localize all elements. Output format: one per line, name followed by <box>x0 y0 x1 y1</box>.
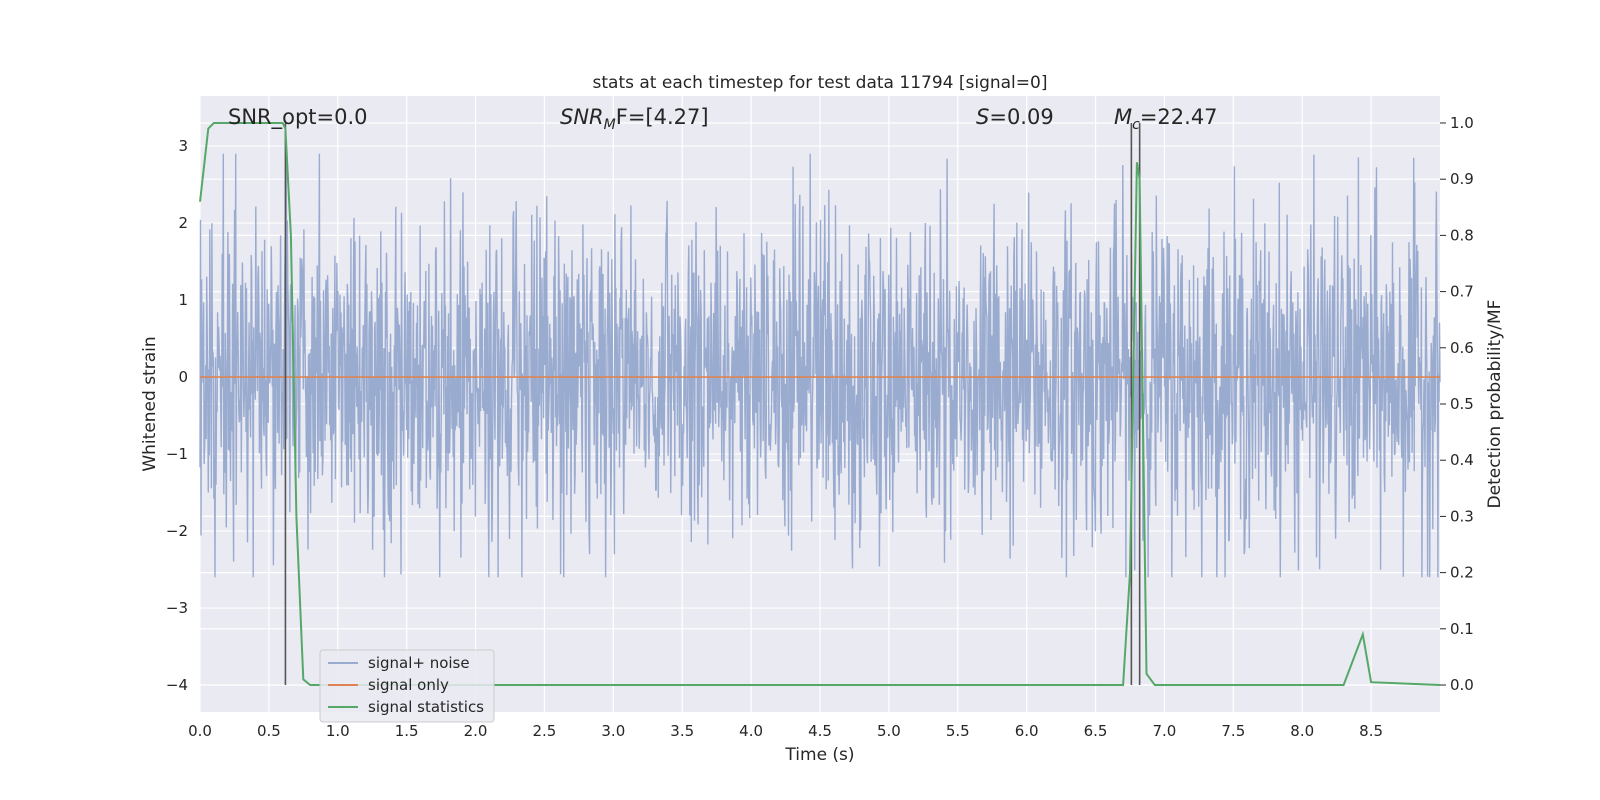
y-tick-label: 0 <box>178 368 188 386</box>
y-tick-label-right: 0.7 <box>1450 283 1474 301</box>
y-tick-label: 1 <box>178 291 188 309</box>
chart-title: stats at each timestep for test data 117… <box>593 73 1048 93</box>
legend-label-signal-only: signal only <box>368 676 449 694</box>
y-tick-label: 3 <box>178 137 188 155</box>
annotation-snr-mf: SNRMF=[4.27] <box>560 105 709 133</box>
y-tick-label-right: 0.9 <box>1450 170 1474 188</box>
x-tick-labels: 0.0 0.5 1.0 1.5 2.0 2.5 3.0 3.5 4.0 4.5 5.0 5.5 6.0 6… <box>188 722 1383 740</box>
y-axis-label-right: Detection probability/MF <box>1485 300 1505 509</box>
x-tick-label: 1.0 <box>326 722 350 740</box>
annotation-mc-var: M <box>1114 105 1132 129</box>
annotation-snr-mf-base: SNR <box>560 105 604 129</box>
y-tick-label: −3 <box>166 599 188 617</box>
x-tick-label: 0.0 <box>188 722 212 740</box>
series-signal-noise <box>199 153 1441 578</box>
x-tick-label: 7.0 <box>1153 722 1177 740</box>
y-tick-label-right: 0.5 <box>1450 395 1474 413</box>
annotation-s-var: S <box>976 105 989 129</box>
legend-label-signal-noise: signal+ noise <box>368 654 470 672</box>
x-tick-label: 1.5 <box>395 722 419 740</box>
y-tick-label-right: 0.4 <box>1450 451 1474 469</box>
x-tick-label: 4.5 <box>808 722 832 740</box>
y-tick-label-right: 0.2 <box>1450 564 1474 582</box>
y-tick-labels-right: 1.0 0.9 0.8 0.7 0.6 0.5 0.4 0.3 0.2 0.1 0.0 <box>1440 114 1474 694</box>
y-tick-label-right: 0.3 <box>1450 507 1474 525</box>
x-tick-label: 8.0 <box>1290 722 1314 740</box>
annotation-mc-val: =22.47 <box>1140 105 1218 129</box>
y-tick-label-right: 0.1 <box>1450 620 1474 638</box>
x-tick-label: 3.0 <box>601 722 625 740</box>
x-tick-label: 5.5 <box>946 722 970 740</box>
series-signal-statistics <box>199 122 1441 686</box>
y-tick-labels: 3 2 1 0 −1 −2 −3 −4 <box>166 137 188 694</box>
x-tick-label: 3.5 <box>670 722 694 740</box>
y-tick-label-right: 0.6 <box>1450 339 1474 357</box>
signal-noise-line <box>199 153 1441 578</box>
x-tick-label: 4.0 <box>739 722 763 740</box>
x-tick-label: 5.0 <box>877 722 901 740</box>
y-tick-label: −1 <box>166 445 188 463</box>
signal-statistics-line <box>199 122 1441 686</box>
annotation-snr-mf-tail: F=[4.27] <box>616 105 709 129</box>
annotation-mc-sub: c <box>1132 117 1140 133</box>
y-tick-label: −2 <box>166 522 188 540</box>
y-tick-label-right: 1.0 <box>1450 114 1474 132</box>
x-tick-label: 7.5 <box>1221 722 1245 740</box>
x-tick-label: 8.5 <box>1359 722 1383 740</box>
x-tick-label: 6.0 <box>1015 722 1039 740</box>
y-tick-label-right: 0.0 <box>1450 676 1474 694</box>
x-tick-label: 2.0 <box>464 722 488 740</box>
annotation-s: S=0.09 <box>976 105 1054 129</box>
x-tick-label: 0.5 <box>257 722 281 740</box>
y-tick-label-right: 0.8 <box>1450 226 1474 244</box>
legend-box <box>319 649 495 723</box>
y-axis-label: Whitened strain <box>140 336 160 471</box>
legend: signal+ noise signal only signal statist… <box>319 649 495 723</box>
legend-label-signal-statistics: signal statistics <box>368 698 484 716</box>
annotation-mc: Mc=22.47 <box>1114 105 1218 133</box>
annotation-s-val: =0.09 <box>989 105 1053 129</box>
y-tick-label: 2 <box>178 214 188 232</box>
x-tick-label: 6.5 <box>1084 722 1108 740</box>
annotation-snr-opt: SNR_opt=0.0 <box>228 105 368 130</box>
y-tick-label: −4 <box>166 676 188 694</box>
x-tick-label: 2.5 <box>533 722 557 740</box>
x-axis-label: Time (s) <box>784 745 854 765</box>
annotation-snr-mf-sub: M <box>604 117 616 133</box>
